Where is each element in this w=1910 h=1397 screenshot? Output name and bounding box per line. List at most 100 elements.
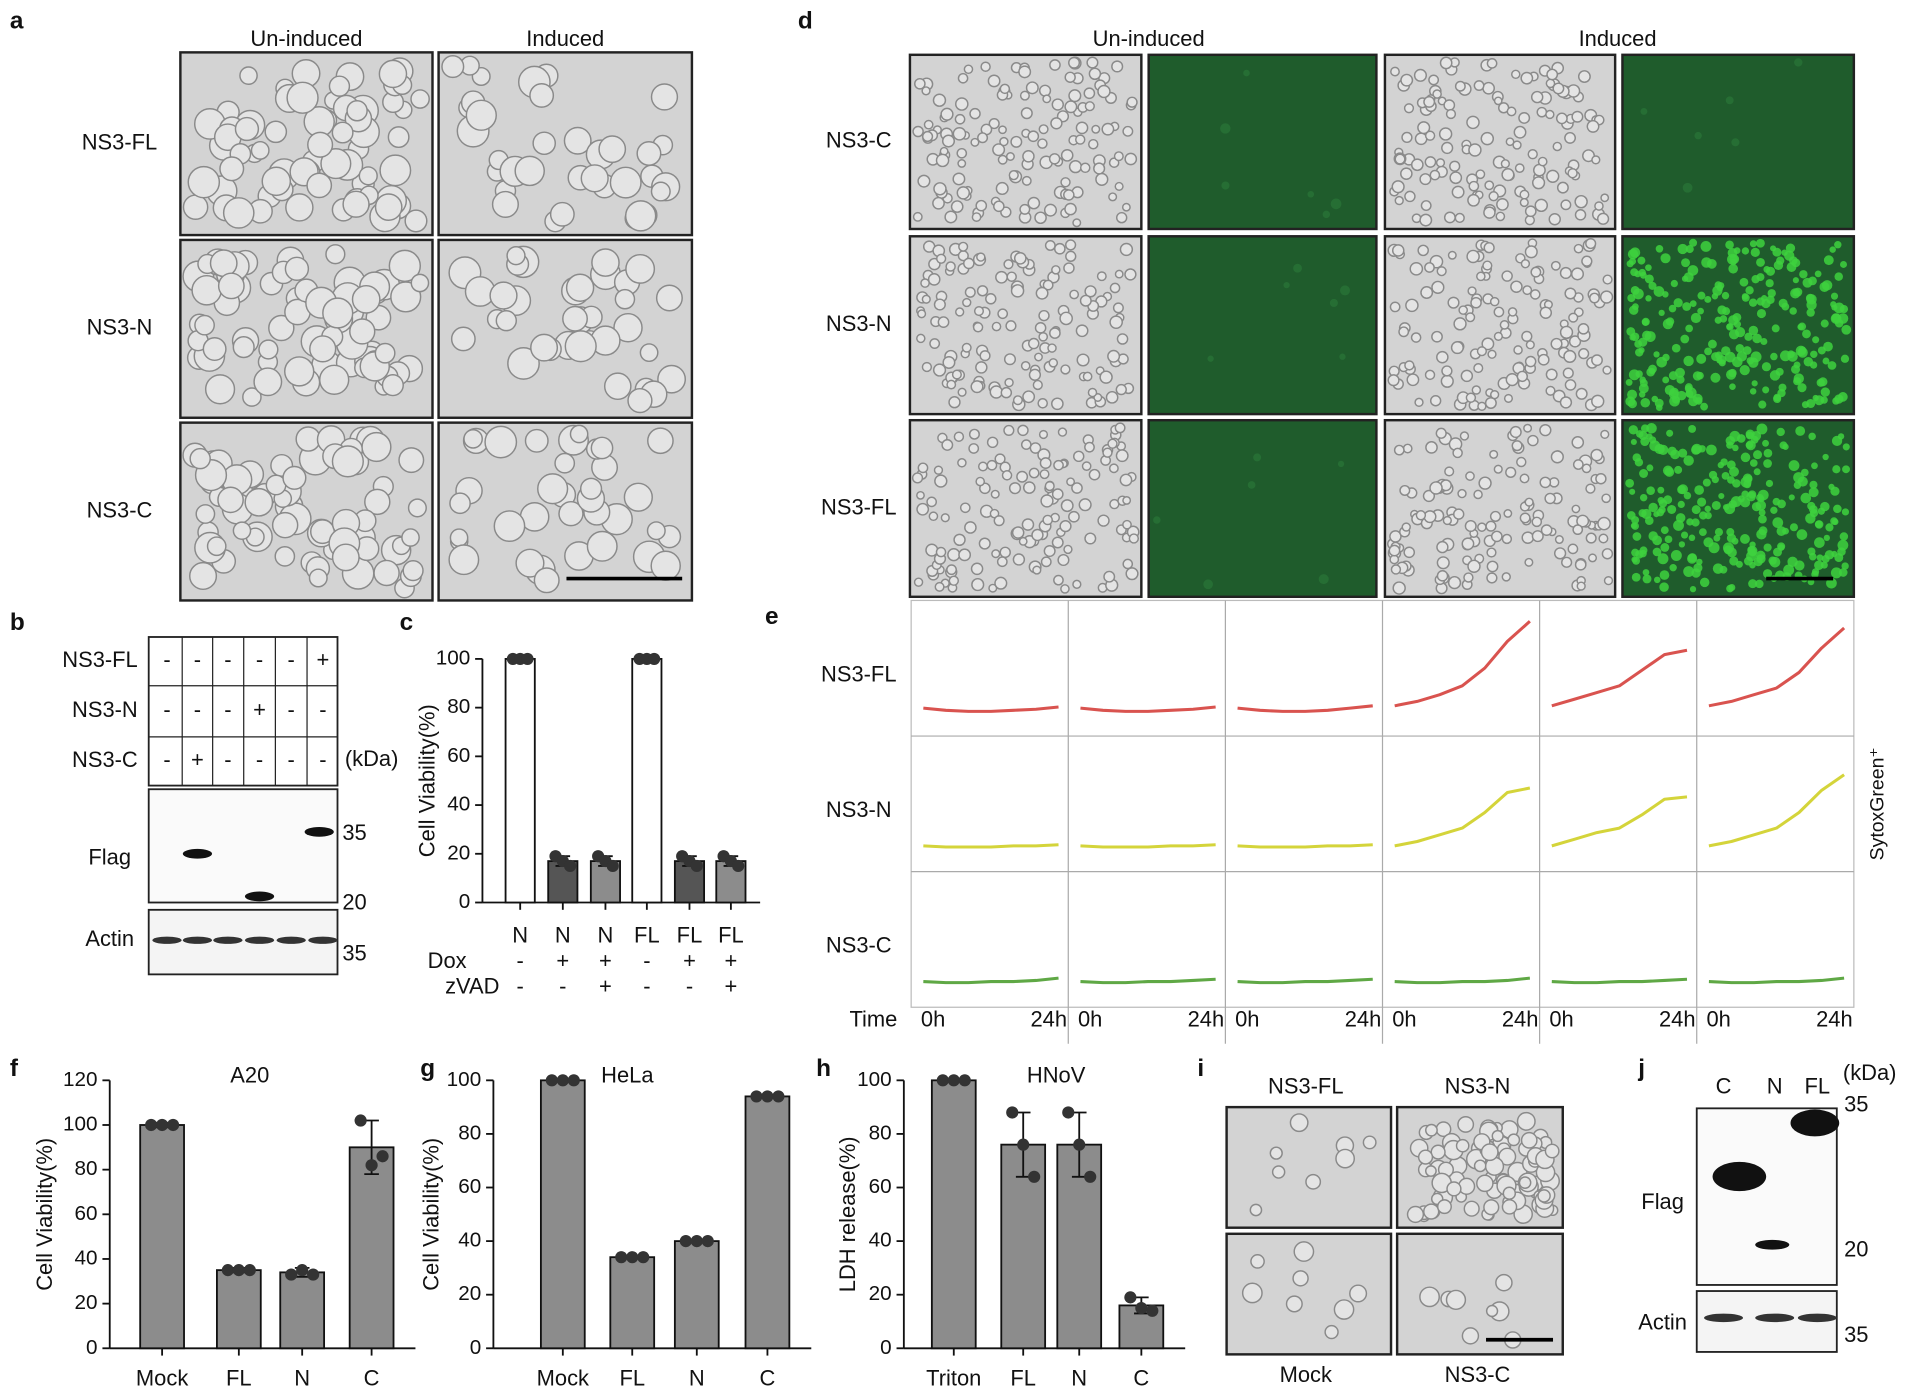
cell [1685,245,1694,254]
cell [1107,349,1121,363]
cell [1805,513,1816,524]
cell [1781,249,1788,256]
cell [1043,544,1056,558]
cell [1020,439,1032,450]
cell [1410,158,1424,172]
cell [1415,510,1427,521]
cell [1644,331,1656,342]
cell [1812,336,1820,344]
cell [307,131,334,158]
band [276,936,306,944]
cell [1750,351,1762,363]
cell [1755,579,1764,589]
cell [1658,309,1665,316]
cell [1289,1113,1309,1133]
cell [331,445,364,478]
cell [598,135,627,164]
cell [1485,1304,1499,1318]
cell [1544,492,1556,505]
cell [1483,206,1496,219]
cell [1700,240,1712,252]
cell [274,546,296,567]
cell [1645,264,1652,271]
line-series [1708,626,1846,708]
cell [1747,545,1758,556]
cell [1521,330,1533,343]
cell [1659,582,1669,592]
cell [1122,558,1134,570]
cell [1012,553,1026,566]
cell [1307,190,1315,198]
cell [1644,274,1654,284]
cell [972,322,984,333]
cell [1524,215,1535,226]
cell [1051,98,1064,111]
cell [1598,533,1609,544]
cell [1039,457,1052,470]
band [1712,1161,1767,1192]
cell [234,116,260,142]
sign: + [724,974,737,999]
line-series [1394,786,1531,848]
cell [1072,218,1082,228]
cell [1718,492,1725,500]
cell [1760,337,1768,346]
cell [917,309,927,319]
cell [1696,371,1704,380]
cell [1723,545,1733,555]
cell [1121,202,1131,212]
sign: - [517,948,524,973]
cell [1600,429,1610,439]
cell [1020,107,1033,120]
cell [935,153,950,168]
cell [1489,296,1500,307]
cell [1028,467,1040,479]
cell [1454,80,1466,92]
cell [1669,563,1677,572]
cell [1798,322,1807,331]
cell [1436,1199,1452,1215]
y-tick-label: 40 [458,1229,481,1252]
cell [991,549,1001,559]
cell [188,561,218,591]
cell [1478,476,1492,490]
cell [975,476,986,487]
cell [1653,511,1660,518]
cell [1436,266,1447,277]
cell [1405,298,1419,313]
marker-label: 35 [1844,1092,1868,1117]
cell [1473,489,1483,500]
cell [1814,395,1825,406]
cell [1771,324,1780,333]
cell [206,536,227,557]
cell [1431,330,1443,343]
cell [1545,385,1556,396]
row-label: NS3-N [826,797,892,822]
cell [1505,466,1517,478]
cell [1072,579,1082,589]
cell [1049,59,1061,71]
bar [539,1079,586,1350]
cell [1128,533,1140,544]
cell [1519,512,1531,524]
cell [1520,259,1531,269]
cell [1770,506,1778,514]
cell [1763,543,1772,552]
cell [999,546,1011,559]
cell [261,166,292,197]
cell [1516,1111,1536,1131]
band [244,891,275,902]
cell [1022,481,1036,494]
cell [951,369,962,380]
data-point [1028,1170,1041,1183]
cell [613,312,643,343]
cell [1699,511,1708,520]
x-tick-label: N [598,922,614,947]
cell [1663,495,1673,505]
cell [1842,465,1850,474]
image-label: Mock [1280,1362,1332,1387]
cell [1827,361,1837,370]
x-tick-label: N [512,922,528,947]
cell [927,273,941,286]
cell [1457,488,1467,499]
